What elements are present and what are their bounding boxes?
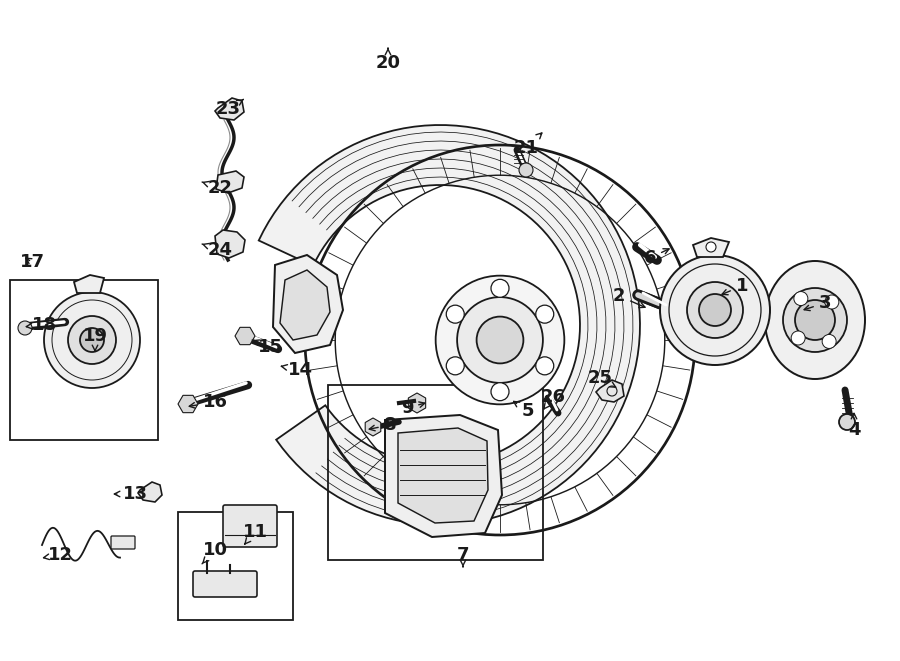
Text: 7: 7 xyxy=(456,546,469,566)
FancyBboxPatch shape xyxy=(111,536,135,549)
Circle shape xyxy=(491,383,509,401)
Polygon shape xyxy=(273,255,343,353)
Polygon shape xyxy=(74,275,104,293)
Text: 12: 12 xyxy=(43,546,73,564)
Circle shape xyxy=(519,163,533,177)
Text: 9: 9 xyxy=(400,399,425,417)
Circle shape xyxy=(477,317,524,364)
Circle shape xyxy=(436,276,564,405)
Polygon shape xyxy=(280,270,330,340)
Polygon shape xyxy=(215,230,245,258)
Text: 21: 21 xyxy=(514,133,542,157)
Circle shape xyxy=(80,328,104,352)
Text: 4: 4 xyxy=(848,413,860,439)
Text: 20: 20 xyxy=(375,48,401,72)
Bar xyxy=(10,280,158,440)
Text: 14: 14 xyxy=(282,361,312,379)
Polygon shape xyxy=(398,428,488,523)
Bar xyxy=(328,385,543,560)
Text: 26: 26 xyxy=(541,388,565,409)
Text: 10: 10 xyxy=(202,541,228,564)
Text: 18: 18 xyxy=(26,316,58,334)
Polygon shape xyxy=(385,415,502,537)
Polygon shape xyxy=(215,98,244,120)
Polygon shape xyxy=(693,238,729,257)
Circle shape xyxy=(783,288,847,352)
Text: 11: 11 xyxy=(242,523,267,544)
Text: 2: 2 xyxy=(613,287,645,307)
FancyBboxPatch shape xyxy=(223,505,277,547)
Circle shape xyxy=(839,414,855,430)
Text: 15: 15 xyxy=(252,338,283,356)
Circle shape xyxy=(795,300,835,340)
Circle shape xyxy=(446,305,464,323)
Circle shape xyxy=(18,321,32,335)
Circle shape xyxy=(68,316,116,364)
Polygon shape xyxy=(216,171,244,193)
Circle shape xyxy=(791,331,806,345)
Circle shape xyxy=(687,282,743,338)
Polygon shape xyxy=(138,482,162,502)
Circle shape xyxy=(699,294,731,326)
Text: 25: 25 xyxy=(588,369,616,387)
Circle shape xyxy=(794,292,808,305)
Circle shape xyxy=(822,334,836,348)
Text: 8: 8 xyxy=(369,416,396,434)
Circle shape xyxy=(706,242,716,252)
Ellipse shape xyxy=(765,261,865,379)
Circle shape xyxy=(491,280,509,297)
Circle shape xyxy=(536,357,554,375)
Polygon shape xyxy=(596,380,624,402)
Circle shape xyxy=(446,357,464,375)
Text: 22: 22 xyxy=(202,179,232,197)
Text: 19: 19 xyxy=(83,327,107,351)
Text: 13: 13 xyxy=(114,485,148,503)
Bar xyxy=(178,512,293,620)
Text: 3: 3 xyxy=(804,294,832,312)
Text: 24: 24 xyxy=(202,241,232,259)
FancyBboxPatch shape xyxy=(193,571,257,597)
Circle shape xyxy=(457,297,543,383)
Text: 16: 16 xyxy=(189,393,228,411)
Text: 1: 1 xyxy=(722,277,748,295)
Text: 6: 6 xyxy=(644,249,669,267)
Text: 5: 5 xyxy=(514,401,535,420)
Circle shape xyxy=(825,295,839,309)
Circle shape xyxy=(44,292,140,388)
Circle shape xyxy=(536,305,554,323)
Text: 23: 23 xyxy=(215,99,243,118)
Circle shape xyxy=(660,255,770,365)
Polygon shape xyxy=(258,125,640,525)
Text: 17: 17 xyxy=(20,253,44,271)
